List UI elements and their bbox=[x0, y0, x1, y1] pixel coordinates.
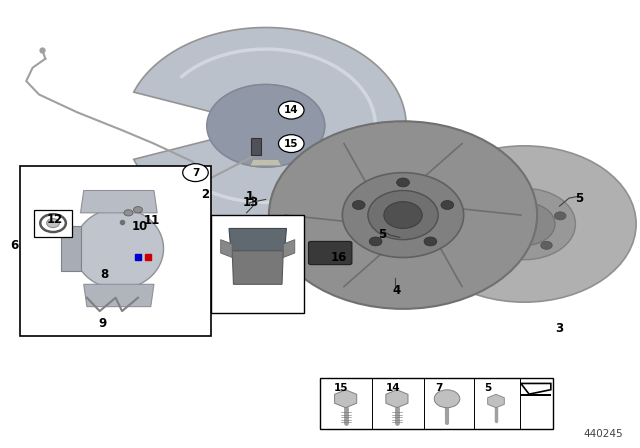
Circle shape bbox=[352, 201, 365, 210]
Text: 5: 5 bbox=[378, 228, 387, 241]
Polygon shape bbox=[232, 251, 284, 284]
Text: 440245: 440245 bbox=[584, 429, 623, 439]
Circle shape bbox=[342, 172, 464, 258]
Polygon shape bbox=[134, 27, 406, 224]
Polygon shape bbox=[229, 228, 287, 251]
Text: 4: 4 bbox=[392, 284, 401, 297]
Circle shape bbox=[124, 210, 133, 216]
Text: 15: 15 bbox=[284, 138, 298, 149]
Text: 6: 6 bbox=[11, 239, 19, 252]
Text: 3: 3 bbox=[556, 323, 564, 336]
FancyBboxPatch shape bbox=[308, 241, 352, 265]
Polygon shape bbox=[284, 240, 295, 258]
Polygon shape bbox=[61, 226, 81, 271]
Polygon shape bbox=[521, 394, 551, 396]
Text: 5: 5 bbox=[484, 383, 492, 393]
Text: 12: 12 bbox=[46, 213, 63, 226]
Text: 16: 16 bbox=[331, 251, 348, 264]
Text: 8: 8 bbox=[100, 267, 108, 280]
FancyBboxPatch shape bbox=[20, 166, 211, 336]
Polygon shape bbox=[221, 240, 232, 258]
Circle shape bbox=[384, 202, 422, 228]
Circle shape bbox=[278, 135, 304, 152]
Polygon shape bbox=[84, 284, 154, 306]
Circle shape bbox=[497, 241, 508, 250]
FancyBboxPatch shape bbox=[34, 210, 72, 237]
Circle shape bbox=[493, 202, 555, 246]
Circle shape bbox=[269, 121, 537, 309]
Circle shape bbox=[47, 219, 60, 228]
Text: 14: 14 bbox=[284, 105, 299, 115]
FancyBboxPatch shape bbox=[211, 215, 304, 313]
Circle shape bbox=[397, 178, 410, 187]
Circle shape bbox=[441, 201, 454, 210]
Circle shape bbox=[483, 212, 494, 220]
Circle shape bbox=[182, 164, 208, 181]
Polygon shape bbox=[250, 159, 282, 166]
Polygon shape bbox=[74, 208, 164, 289]
Text: 11: 11 bbox=[144, 214, 160, 227]
Text: 1: 1 bbox=[246, 190, 254, 203]
Circle shape bbox=[518, 194, 530, 202]
Text: 2: 2 bbox=[201, 188, 209, 201]
Circle shape bbox=[278, 101, 304, 119]
FancyBboxPatch shape bbox=[320, 378, 553, 430]
Circle shape bbox=[134, 207, 143, 213]
Polygon shape bbox=[81, 190, 157, 213]
Circle shape bbox=[541, 241, 552, 250]
Text: 5: 5 bbox=[575, 192, 584, 205]
Text: 10: 10 bbox=[132, 220, 148, 233]
Circle shape bbox=[413, 146, 636, 302]
Circle shape bbox=[435, 390, 460, 408]
Circle shape bbox=[369, 237, 382, 246]
Circle shape bbox=[207, 85, 324, 167]
Circle shape bbox=[554, 212, 566, 220]
Circle shape bbox=[473, 188, 575, 260]
Text: 14: 14 bbox=[385, 383, 400, 393]
FancyBboxPatch shape bbox=[251, 138, 261, 155]
Text: 9: 9 bbox=[99, 317, 107, 330]
Text: 13: 13 bbox=[243, 196, 259, 209]
Circle shape bbox=[424, 237, 437, 246]
Text: 7: 7 bbox=[436, 383, 443, 393]
Circle shape bbox=[368, 190, 438, 240]
Text: 15: 15 bbox=[334, 383, 349, 393]
Text: 7: 7 bbox=[192, 168, 199, 178]
